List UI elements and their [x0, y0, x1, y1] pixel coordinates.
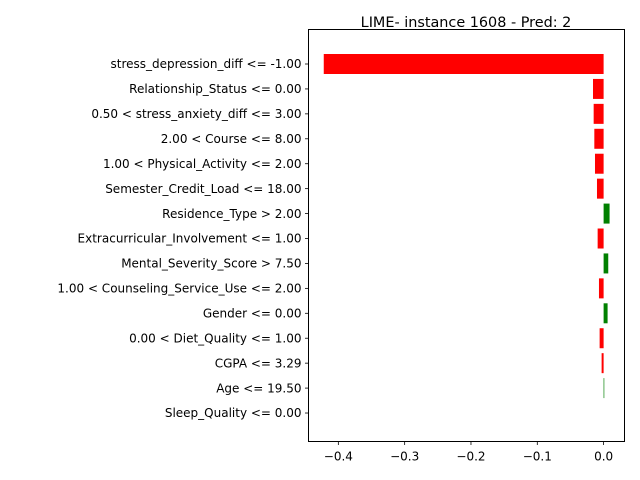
y-tick-label-9: 1.00 < Counseling_Service_Use <= 2.00: [57, 282, 301, 296]
bar-4: [594, 153, 604, 174]
x-tick-label-0: −0.4: [324, 450, 353, 464]
chart-title: LIME- instance 1608 - Pred: 2: [361, 15, 572, 31]
bar-8: [603, 253, 609, 274]
bar-12: [601, 353, 604, 374]
bar-11: [599, 328, 604, 349]
bar-5: [596, 178, 604, 199]
x-axis: −0.4 −0.3 −0.2 −0.1 0.0: [324, 441, 613, 464]
bar-3: [594, 128, 604, 149]
y-tick-labels: stress_depression_diff <= -1.00 Relations…: [57, 57, 309, 420]
y-tick-label-5: Semester_Credit_Load <= 18.00: [105, 182, 301, 196]
y-tick-label-7: Extracurricular_Involvement <= 1.00: [78, 232, 302, 246]
y-tick-label-10: Gender <= 0.00: [203, 307, 302, 321]
bar-13: [603, 378, 605, 399]
x-tick-label-3: −0.1: [523, 450, 552, 464]
y-tick-label-8: Mental_Severity_Score > 7.50: [121, 257, 301, 271]
y-tick-label-11: 0.00 < Diet_Quality <= 1.00: [129, 331, 301, 345]
y-tick-label-0: stress_depression_diff <= -1.00: [111, 57, 302, 71]
y-tick-label-2: 0.50 < stress_anxiety_diff <= 3.00: [91, 107, 301, 121]
plot-frame: [308, 29, 625, 442]
y-tick-label-1: Relationship_Status <= 0.00: [129, 82, 301, 96]
bar-2: [593, 103, 604, 124]
bar-0: [323, 54, 604, 74]
y-tick-label-13: Age <= 19.50: [216, 381, 301, 395]
bar-1: [592, 78, 604, 99]
bar-7: [597, 228, 604, 249]
x-tick-label-1: −0.3: [390, 450, 419, 464]
y-tick-label-6: Residence_Type > 2.00: [162, 207, 301, 221]
y-tick-label-12: CGPA <= 3.29: [215, 356, 302, 370]
bars-group: [323, 54, 610, 399]
bar-9: [598, 278, 604, 299]
bar-6: [603, 203, 610, 224]
y-tick-label-14: Sleep_Quality <= 0.00: [165, 406, 302, 420]
x-tick-label-4: 0.0: [594, 450, 613, 464]
bar-10: [603, 303, 608, 324]
y-tick-label-3: 2.00 < Course <= 8.00: [161, 132, 302, 146]
y-tick-label-4: 1.00 < Physical_Activity <= 2.00: [103, 157, 302, 171]
x-tick-label-2: −0.2: [456, 450, 485, 464]
